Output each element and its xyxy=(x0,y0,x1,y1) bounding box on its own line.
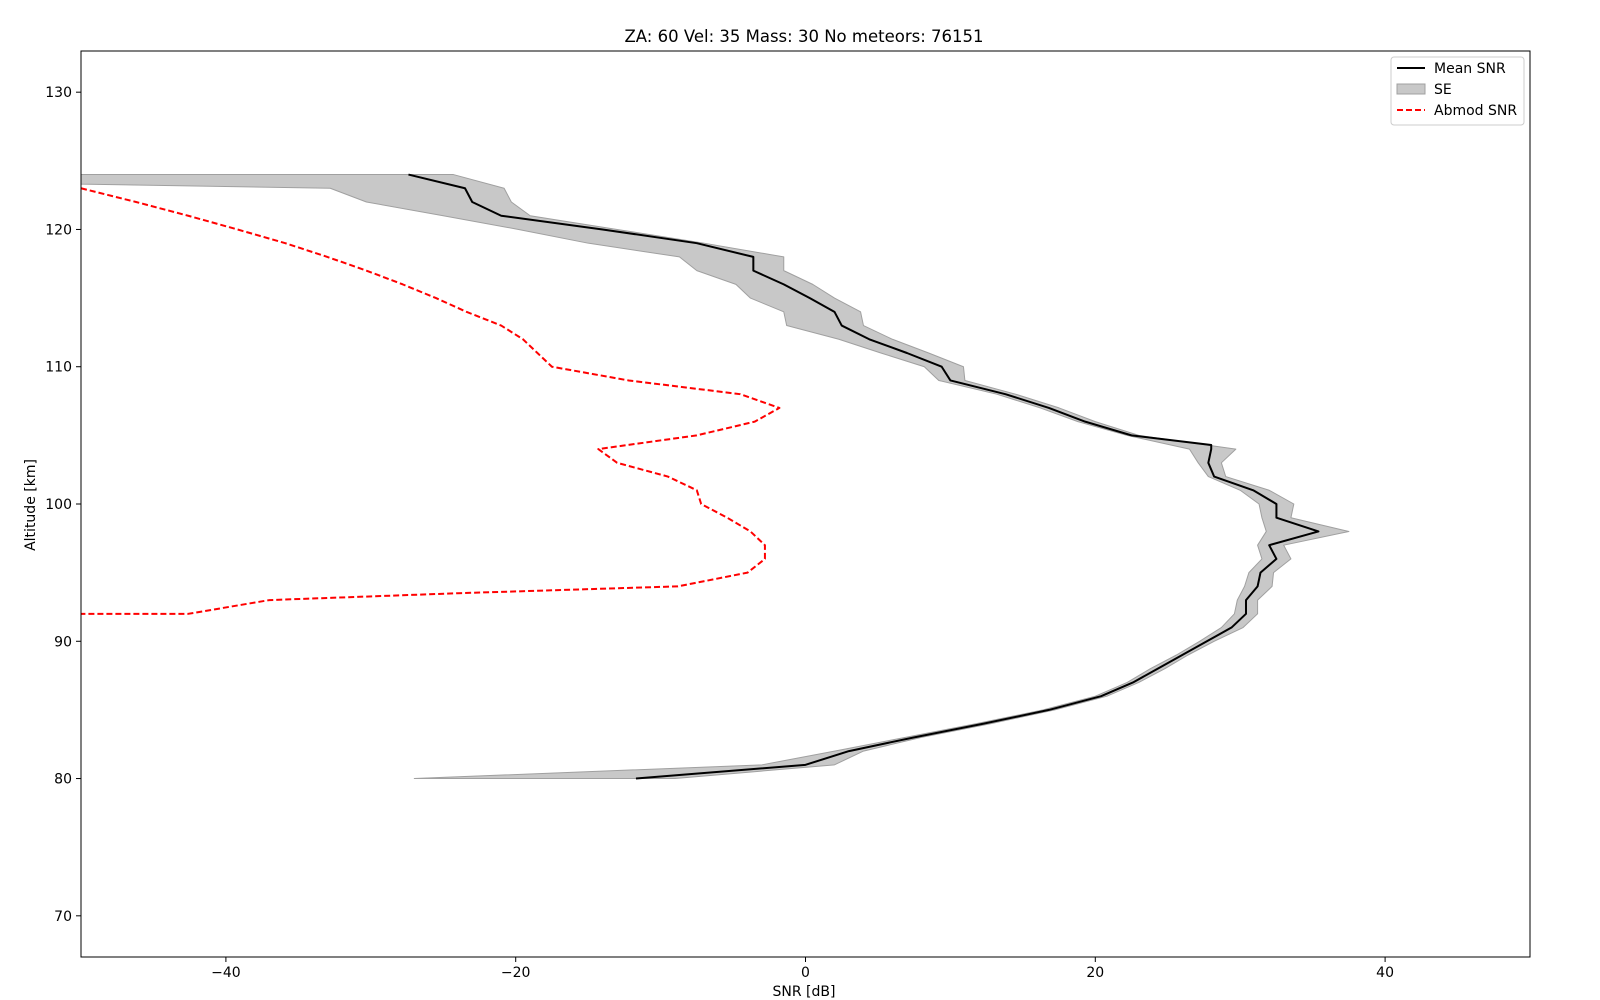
x-tick-label: −40 xyxy=(211,965,241,981)
x-axis: −40 −20 0 20 40 xyxy=(211,957,1394,981)
mean-snr-line xyxy=(408,173,1320,780)
y-tick-label: 110 xyxy=(45,360,72,376)
y-tick-label: 130 xyxy=(45,85,72,101)
legend-box xyxy=(1390,56,1525,126)
y-axis-label: Altitude [km] xyxy=(23,459,39,551)
x-axis-label: SNR [dB] xyxy=(773,984,836,1000)
legend-mean-label: Mean SNR xyxy=(1434,61,1506,77)
y-tick-label: 90 xyxy=(54,634,72,650)
legend-se-label: SE xyxy=(1434,82,1452,98)
lines-layer xyxy=(80,173,1320,780)
y-tick-label: 70 xyxy=(54,909,72,925)
chart-title: ZA: 60 Vel: 35 Mass: 30 No meteors: 7615… xyxy=(624,27,983,46)
se-band xyxy=(80,174,1350,780)
x-tick-label: 0 xyxy=(801,965,810,981)
x-tick-label: 20 xyxy=(1086,965,1104,981)
y-tick-label: 100 xyxy=(45,497,72,513)
legend-se-swatch xyxy=(1396,83,1426,95)
legend: Mean SNR SE Abmod SNR xyxy=(1390,56,1525,126)
x-tick-label: 40 xyxy=(1376,965,1394,981)
plot-area xyxy=(80,173,1350,780)
y-tick-label: 80 xyxy=(54,772,72,788)
legend-abmod-label: Abmod SNR xyxy=(1434,103,1517,119)
y-tick-label: 120 xyxy=(45,222,72,238)
se-layer xyxy=(80,174,1350,780)
x-tick-label: −20 xyxy=(501,965,531,981)
y-axis: 70 80 90 100 110 120 130 xyxy=(45,85,81,925)
